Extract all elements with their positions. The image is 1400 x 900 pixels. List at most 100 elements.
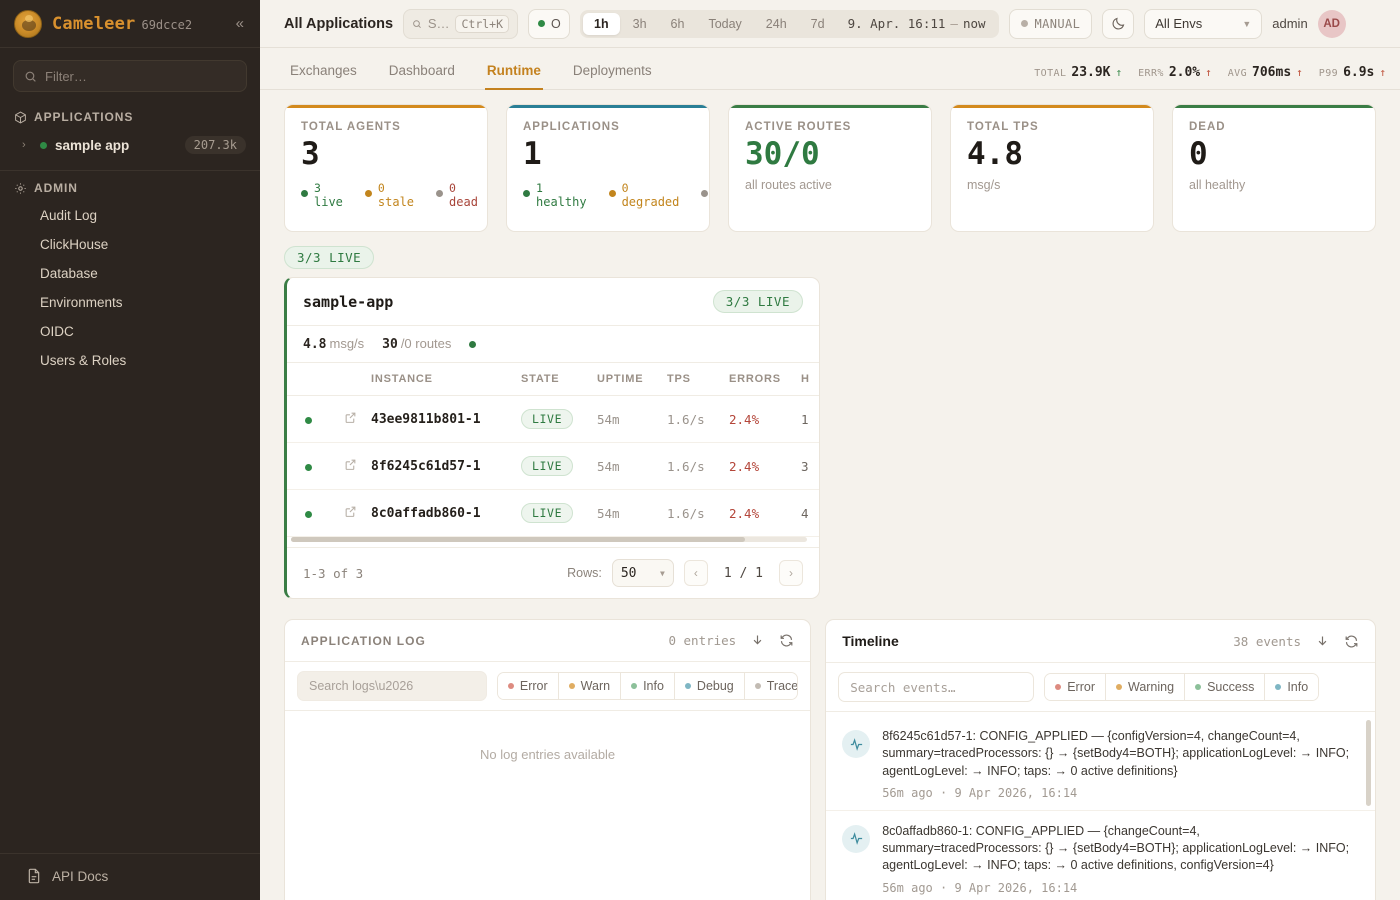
h-value: 1 — [801, 411, 809, 427]
pagination-count: 1-3 of 3 — [303, 565, 364, 581]
next-page-button[interactable]: › — [779, 560, 803, 586]
h-value: 3 — [801, 458, 809, 474]
tab-dashboard[interactable]: Dashboard — [388, 63, 455, 78]
breakdown-critical: 0criti — [701, 181, 709, 210]
bottom-panels: APPLICATION LOG 0 entries — [284, 619, 1376, 900]
activity-icon — [842, 824, 871, 853]
brand-name: Cameleer — [52, 13, 136, 34]
breakdown-healthy: 1 healthy — [523, 181, 587, 210]
timeline-search-input[interactable]: Search events… — [838, 672, 1035, 702]
breakdown-dead-count: 0 — [449, 181, 456, 196]
list-item[interactable]: 8f6245c61d57-1: CONFIG_APPLIED — {config… — [826, 716, 1375, 811]
range-1h[interactable]: 1h — [583, 12, 620, 35]
log-level-info[interactable]: Info — [621, 673, 675, 699]
timeline-level-success[interactable]: Success — [1185, 674, 1266, 700]
range-3h[interactable]: 3h — [632, 16, 647, 31]
sidebar-item-api-docs[interactable]: API Docs — [0, 853, 260, 900]
table-row[interactable]: 8c0affadb860-1 LIVE 54m 1.6/s 2.4% 4 — [287, 489, 819, 537]
sidebar-item-clickhouse[interactable]: ClickHouse — [40, 237, 109, 252]
global-search-input[interactable]: S… Ctrl+K — [403, 8, 519, 39]
table-row[interactable]: 43ee9811b801-1 LIVE 54m 1.6/s 2.4% 1 — [287, 395, 819, 443]
stat-card-total-agents: TOTAL AGENTS 3 3 live 0 stale — [284, 104, 488, 232]
stat-label: ACTIVE ROUTES — [745, 121, 852, 133]
event-time: 56m ago · 9 Apr 2026, 16:14 — [882, 785, 1078, 800]
rows-per-page-select[interactable]: 50 ▼ — [611, 559, 674, 587]
timeline-body[interactable]: 8f6245c61d57-1: CONFIG_APPLIED — {config… — [826, 712, 1375, 900]
timeline-count: 38 events — [1233, 633, 1301, 649]
log-search-placeholder: Search logs\u2026 — [309, 679, 414, 693]
application-metrics: 4.8 msg/s 30/0 routes — [287, 326, 819, 363]
avatar[interactable]: AD — [1317, 9, 1346, 38]
environment-select[interactable]: All Envs ▼ — [1144, 8, 1263, 39]
previous-page-button[interactable]: ‹ — [683, 560, 708, 586]
collapse-sidebar-icon[interactable]: « — [235, 15, 244, 32]
table-header-row: INSTANCE STATE UPTIME TPS ERRORS H — [287, 363, 819, 396]
range-6h[interactable]: 6h — [670, 16, 685, 31]
download-icon[interactable] — [1315, 634, 1330, 649]
table-row[interactable]: 8f6245c61d57-1 LIVE 54m 1.6/s 2.4% 3 — [287, 442, 819, 490]
log-level-debug[interactable]: Debug — [674, 673, 745, 699]
range-7d[interactable]: 7d — [810, 16, 825, 31]
cube-icon — [15, 111, 26, 123]
activity-icon — [842, 730, 871, 758]
download-icon[interactable] — [750, 633, 765, 648]
chevron-right-icon[interactable]: › — [22, 139, 26, 151]
breakdown-stale-label: stale — [377, 195, 415, 210]
refresh-icon[interactable] — [1344, 634, 1359, 649]
tab-exchanges[interactable]: Exchanges — [290, 63, 357, 78]
timeline-level-warning[interactable]: Warning — [1105, 674, 1186, 700]
sidebar-item-oidc[interactable]: OIDC — [40, 324, 74, 339]
breakdown-healthy-count: 1 — [536, 181, 543, 196]
rows-per-page-label: Rows: — [567, 566, 602, 580]
kpi-total-value: 23.9K — [1071, 65, 1111, 80]
log-level-warn[interactable]: Warn — [558, 673, 622, 699]
sidebar-item-database[interactable]: Database — [40, 266, 98, 281]
timeline-search-placeholder: Search events… — [850, 679, 956, 695]
event-time: 56m ago · 9 Apr 2026, 16:14 — [882, 880, 1078, 895]
tab-runtime[interactable]: Runtime — [471, 63, 557, 90]
timeline-level-error[interactable]: Error — [1045, 674, 1106, 700]
stat-sub: all routes active — [745, 178, 832, 193]
user-name: admin — [1272, 16, 1308, 31]
log-level-error[interactable]: Error — [497, 673, 559, 699]
stat-value: 1 — [523, 136, 542, 172]
external-link-icon[interactable] — [344, 458, 357, 471]
sidebar-item-sample-app[interactable]: › sample app 207.3k — [0, 130, 260, 160]
sidebar-item-environments[interactable]: Environments — [40, 295, 123, 310]
refresh-icon[interactable] — [779, 633, 794, 648]
kpi-err-key: ERR% — [1138, 68, 1164, 79]
timeline-level-info[interactable]: Info — [1265, 674, 1319, 700]
sidebar-item-users-roles[interactable]: Users & Roles — [40, 353, 127, 368]
external-link-icon[interactable] — [344, 411, 357, 424]
sidebar-item-audit-log[interactable]: Audit Log — [40, 208, 98, 223]
state-badge: LIVE — [521, 456, 574, 476]
log-level-trace[interactable]: Trace — [744, 673, 798, 699]
tabs-row: Exchanges Dashboard Runtime Deployments … — [260, 48, 1400, 90]
time-range-display[interactable]: 9. Apr. 16:11 — now — [838, 16, 996, 31]
timeline-scrollbar[interactable] — [1366, 720, 1371, 806]
col-h: H — [801, 363, 819, 396]
sidebar-filter-input[interactable]: Filter… — [13, 60, 247, 92]
table-horizontal-scrollbar[interactable] — [287, 537, 819, 547]
application-log-panel: APPLICATION LOG 0 entries — [284, 619, 812, 900]
api-docs-label: API Docs — [52, 868, 109, 884]
chevron-down-icon: ▼ — [660, 568, 665, 578]
manual-refresh-toggle[interactable]: MANUAL — [1008, 8, 1093, 39]
breakdown-degraded-count: 0 — [621, 181, 629, 196]
external-link-icon[interactable] — [344, 505, 357, 518]
log-search-input[interactable]: Search logs\u2026 — [297, 671, 487, 701]
application-card-sample-app: sample-app 3/3 LIVE 4.8 msg/s 30/0 routes… — [284, 277, 820, 599]
col-uptime: UPTIME — [597, 363, 667, 396]
admin-section-label: ADMIN — [34, 181, 78, 195]
range-today[interactable]: Today — [708, 16, 742, 31]
theme-toggle-button[interactable] — [1102, 8, 1135, 39]
log-level-filters: Error Warn Info Debug Trace — [496, 672, 799, 700]
col-tps: TPS — [667, 363, 729, 396]
list-item[interactable]: 8c0affadb860-1: CONFIG_APPLIED — {change… — [826, 811, 1375, 900]
topbar: All Applications S… Ctrl+K O 1h 3h 6h To… — [260, 0, 1400, 48]
gear-icon — [15, 182, 26, 194]
col-state: STATE — [521, 363, 597, 396]
range-24h[interactable]: 24h — [765, 16, 787, 31]
time-range-to: now — [962, 16, 986, 31]
tab-deployments[interactable]: Deployments — [572, 63, 652, 78]
